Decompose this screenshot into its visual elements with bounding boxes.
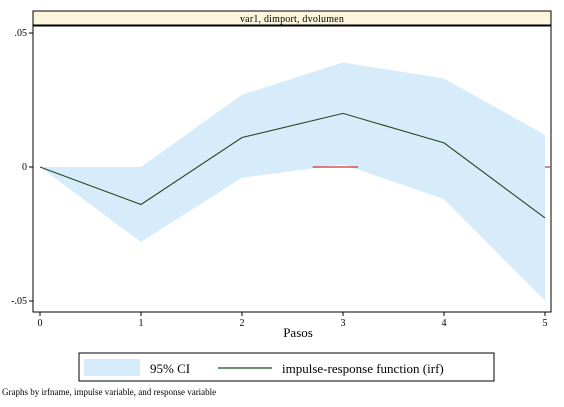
panel-title-box	[32, 10, 552, 26]
x-axis: 0 1 2 3 4 5	[38, 312, 548, 329]
legend-box	[78, 352, 495, 382]
x-tick-label: 4	[442, 318, 447, 329]
x-tick-label: 1	[139, 318, 144, 329]
x-tick-label: 5	[543, 318, 548, 329]
legend-swatch-ci	[84, 359, 140, 376]
ci-band-layer	[40, 62, 545, 302]
x-axis-title: Pasos	[283, 325, 313, 340]
y-tick-label: -.05	[11, 296, 27, 307]
x-tick-label: 3	[341, 318, 346, 329]
irf-line-layer	[39, 112, 546, 219]
y-tick-label: .05	[15, 28, 28, 39]
ci-band	[40, 62, 545, 302]
irf-line	[39, 112, 546, 219]
x-tick-label: 0	[38, 318, 43, 329]
panel-title: var1, dimport, dvolumen	[240, 14, 344, 25]
footnote: Graphs by irfname, impulse variable, and…	[2, 387, 216, 397]
legend-label-irf: impulse-response function (irf)	[282, 361, 444, 376]
x-tick-label: 2	[240, 318, 245, 329]
legend: 95% CI impulse-response function (irf)	[78, 352, 495, 382]
y-tick-label: 0	[22, 162, 27, 173]
y-axis: .05 0 -.05	[11, 28, 33, 307]
legend-label-ci: 95% CI	[150, 361, 190, 376]
